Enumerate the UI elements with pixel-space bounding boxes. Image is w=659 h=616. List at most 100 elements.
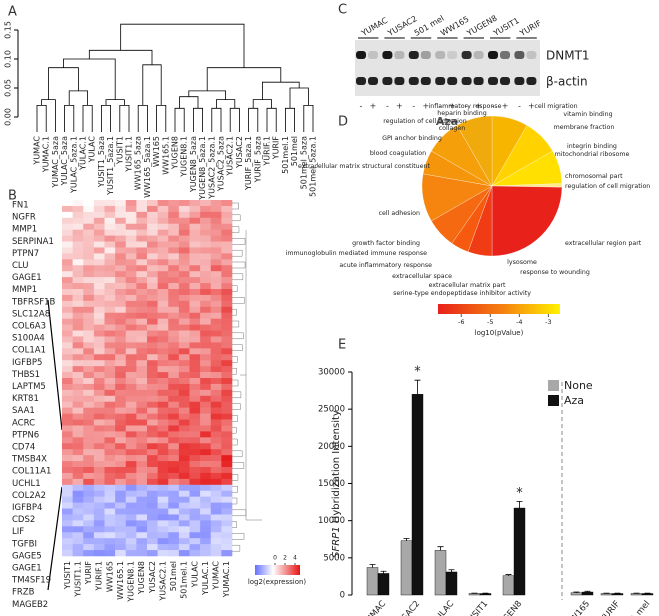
heatmap-cell xyxy=(157,389,169,397)
heatmap-cell xyxy=(221,538,233,545)
heatmap-cell xyxy=(210,354,222,361)
heatmap-cell xyxy=(62,217,73,225)
heatmap-cell xyxy=(178,437,190,444)
gene-label: LAPTM5 xyxy=(12,382,46,392)
heatmap-cell xyxy=(178,514,190,521)
heatmap-cell xyxy=(221,401,233,408)
heatmap-cell xyxy=(168,472,180,480)
heatmap-cell xyxy=(83,200,95,207)
heatmap-cell xyxy=(115,484,127,492)
leaf-label: YUGEN8_5aza xyxy=(189,136,198,193)
heatmap-cell xyxy=(136,241,148,248)
heatmap-cell xyxy=(83,354,95,361)
heatmap-cell xyxy=(147,372,158,379)
heatmap-cell xyxy=(157,330,169,337)
band xyxy=(514,77,525,85)
heatmap-cell xyxy=(93,271,105,278)
heatmap-cell xyxy=(62,472,73,480)
heatmap-cell xyxy=(62,200,73,207)
heatmap-cell xyxy=(136,461,148,468)
heatmap-cell xyxy=(93,241,105,248)
treatment-sign: + xyxy=(528,102,535,111)
heatmap-cell xyxy=(72,550,84,557)
heatmap-cell xyxy=(104,265,116,272)
heatmap-cell xyxy=(104,247,116,254)
heatmap-cell xyxy=(168,425,180,432)
heatmap-cell xyxy=(189,235,201,242)
heatmap-cell xyxy=(136,217,148,225)
heatmap-cell xyxy=(115,419,127,426)
heatmap-cell xyxy=(136,437,148,444)
heatmap-cell xyxy=(221,200,233,207)
heatmap-cell xyxy=(147,419,158,426)
heatmap-cell xyxy=(157,425,169,432)
heatmap-cell xyxy=(221,425,233,432)
heatmap-cell xyxy=(93,235,105,242)
heatmap-cell xyxy=(200,389,212,397)
error-bar xyxy=(403,538,410,541)
heatmap-cell xyxy=(157,437,169,444)
heatmap-cell xyxy=(221,271,233,278)
heatmap-cell xyxy=(157,247,169,254)
heatmap-cell xyxy=(221,324,233,331)
heatmap-cell xyxy=(83,478,95,486)
heatmap-cell xyxy=(157,407,169,414)
gene-label: COL6A3 xyxy=(12,322,46,332)
heatmap-cell xyxy=(147,472,158,480)
heatmap-cell xyxy=(200,455,212,462)
heatmap-cell xyxy=(210,211,222,219)
gene-label: CD74 xyxy=(12,443,35,453)
heatmap-cell xyxy=(93,419,105,426)
heatmap-cell xyxy=(62,383,73,391)
column-label: YULAC xyxy=(190,561,199,589)
heatmap-cell xyxy=(178,271,190,278)
heatmap-cell xyxy=(115,217,127,225)
heatmap-cell xyxy=(157,211,169,219)
heatmap-cell xyxy=(115,378,127,385)
heatmap-cell xyxy=(115,354,127,361)
heatmap-cell xyxy=(178,289,190,296)
heatmap-cell xyxy=(221,472,233,480)
heatmap-cell xyxy=(136,378,148,385)
heatmap-cell xyxy=(178,478,190,486)
heatmap-cell xyxy=(115,455,127,462)
heatmap-cell xyxy=(210,526,222,533)
heatmap-cell xyxy=(115,289,127,296)
heatmap-cell xyxy=(168,526,180,533)
heatmap-cell xyxy=(157,253,169,260)
heatmap-cell xyxy=(210,324,222,331)
heatmap-cell xyxy=(221,520,233,527)
heatmap-cell xyxy=(104,395,116,403)
heatmap-cell xyxy=(136,259,148,266)
heatmap-cell xyxy=(221,306,233,314)
column-label: YURIF xyxy=(84,561,93,586)
heatmap-cell xyxy=(125,271,137,278)
heatmap-cell xyxy=(178,443,190,450)
heatmap-cell xyxy=(168,318,180,325)
heatmap-cell xyxy=(104,241,116,248)
heatmap-cell xyxy=(157,526,169,533)
heatmap-cell xyxy=(125,425,137,432)
leaf-label: YULAC_5aza.1 xyxy=(69,136,78,194)
treatment-sign: - xyxy=(386,102,389,111)
heatmap-cell xyxy=(72,419,84,426)
heatmap-cell xyxy=(147,211,158,219)
heatmap-cell xyxy=(72,502,84,509)
leaf-label: WW165_5aza xyxy=(134,136,143,190)
heatmap-cell xyxy=(115,342,127,349)
heatmap-cell xyxy=(72,437,84,444)
y-tick-label: 20000 xyxy=(318,442,345,452)
heatmap-cell xyxy=(125,289,137,296)
heatmap-cell xyxy=(62,419,73,426)
heatmap-cell xyxy=(210,265,222,272)
y-tick-label: 0.00 xyxy=(4,108,13,126)
heatmap-cell xyxy=(168,366,180,373)
band xyxy=(408,77,419,85)
heatmap-cell xyxy=(83,455,95,462)
heatmap-cell xyxy=(104,283,116,290)
heatmap-cell xyxy=(210,253,222,260)
leaf-label: YURIF_5aza xyxy=(253,136,262,183)
heatmap-cell xyxy=(157,383,169,391)
heatmap-cell xyxy=(72,271,84,278)
heatmap-cell xyxy=(136,312,148,319)
